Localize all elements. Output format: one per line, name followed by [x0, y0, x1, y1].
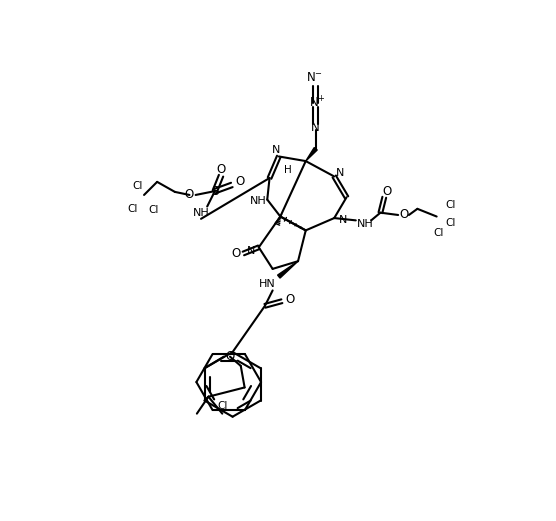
Polygon shape — [306, 147, 317, 161]
Text: N: N — [336, 168, 345, 178]
Text: NH: NH — [192, 208, 210, 218]
Text: N$^{-}$: N$^{-}$ — [306, 71, 322, 84]
Text: Cl: Cl — [217, 401, 227, 411]
Text: Cl: Cl — [148, 205, 158, 215]
Text: S: S — [211, 184, 219, 197]
Text: N: N — [247, 246, 255, 256]
Text: NH: NH — [356, 219, 374, 229]
Text: O: O — [400, 208, 409, 221]
Text: N$^{+}$: N$^{+}$ — [309, 96, 326, 111]
Text: O: O — [235, 176, 244, 189]
Text: N: N — [339, 215, 348, 225]
Text: N: N — [271, 145, 280, 155]
Text: O: O — [285, 293, 294, 306]
Text: Cl: Cl — [445, 200, 456, 210]
Polygon shape — [277, 261, 298, 278]
Text: Cl: Cl — [133, 181, 143, 191]
Text: HN: HN — [259, 279, 276, 289]
Text: O: O — [231, 247, 240, 260]
Text: H: H — [284, 165, 292, 176]
Text: Cl: Cl — [127, 204, 138, 214]
Text: O: O — [382, 184, 391, 197]
Text: NH: NH — [250, 196, 266, 206]
Text: O: O — [185, 189, 194, 202]
Text: N: N — [311, 121, 320, 134]
Text: Cl: Cl — [433, 229, 443, 239]
Text: O: O — [225, 350, 235, 363]
Text: O: O — [216, 163, 226, 176]
Text: Cl: Cl — [445, 218, 456, 228]
